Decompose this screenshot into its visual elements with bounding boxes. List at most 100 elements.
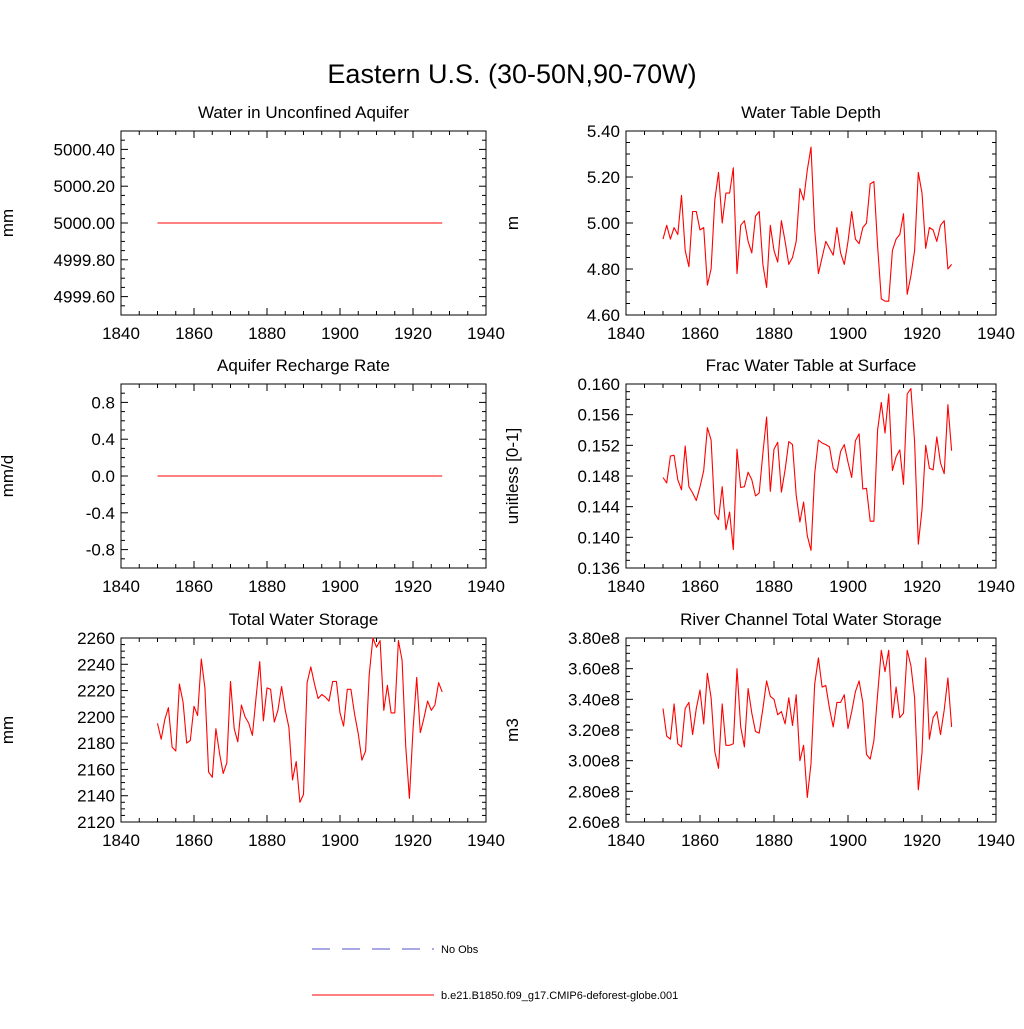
y-axis-label: mm: [0, 209, 17, 237]
y-tick-label: 0.0: [91, 467, 115, 486]
y-tick-label: 4999.60: [54, 288, 115, 307]
panel-title: Water Table Depth: [741, 103, 881, 122]
chart-panel-2: Water Table Depth m 1840 1860 1880 1900 1920 19…: [503, 103, 1015, 343]
y-axis-label: unitless [0-1]: [503, 428, 522, 524]
panel-title: Aquifer Recharge Rate: [217, 356, 390, 375]
series-line: [156, 637, 443, 803]
legend-model-label: b.e21.B1850.f09_g17.CMIP6-deforest-globe…: [441, 990, 678, 1002]
series-line: [662, 146, 953, 302]
y-tick-label: 5.20: [587, 168, 620, 187]
y-tick-label: 0.156: [577, 406, 620, 425]
y-tick-label: 0.140: [577, 528, 620, 547]
y-tick-label: 5000.00: [54, 214, 115, 233]
x-tick-label: 1840: [607, 831, 645, 850]
x-tick-label: 1900: [321, 831, 359, 850]
y-tick-label: 3.80e8: [568, 629, 620, 648]
chart-panel-6: River Channel Total Water Storage m3 1840 1…: [503, 610, 1015, 850]
x-tick-label: 1880: [755, 577, 793, 596]
y-tick-label: 0.4: [91, 430, 115, 449]
x-tick-label: 1860: [175, 324, 213, 343]
y-tick-label: 5.00: [587, 214, 620, 233]
x-tick-label: 1900: [321, 324, 359, 343]
y-tick-label: 3.20e8: [568, 721, 620, 740]
y-tick-label: 2.60e8: [568, 813, 620, 832]
y-tick-label: 3.60e8: [568, 660, 620, 679]
y-tick-label: 5000.40: [54, 140, 115, 159]
panels: Water in Unconfined Aquifer mm 1840 1860 188…: [0, 103, 1015, 850]
x-tick-label: 1940: [467, 831, 505, 850]
x-tick-label: 1860: [681, 577, 719, 596]
y-tick-label: 2120: [77, 813, 115, 832]
x-tick-label: 1840: [102, 831, 140, 850]
y-tick-label: 0.136: [577, 559, 620, 578]
chart-panel-3: Aquifer Recharge Rate mm/d 1840 1860 1880 190…: [0, 356, 505, 596]
x-tick-label: 1860: [681, 324, 719, 343]
panel-title: Water in Unconfined Aquifer: [198, 103, 409, 122]
x-tick-label: 1940: [467, 324, 505, 343]
y-tick-label: 2160: [77, 760, 115, 779]
y-tick-label: 2240: [77, 655, 115, 674]
x-tick-label: 1920: [903, 324, 941, 343]
y-tick-label: -0.4: [86, 504, 115, 523]
x-tick-label: 1920: [394, 577, 432, 596]
y-tick-label: 2180: [77, 734, 115, 753]
x-tick-label: 1860: [175, 831, 213, 850]
x-tick-label: 1840: [102, 324, 140, 343]
x-tick-label: 1920: [394, 831, 432, 850]
chart-panel-1: Water in Unconfined Aquifer mm 1840 1860 188…: [0, 103, 505, 343]
x-tick-label: 1940: [977, 577, 1015, 596]
y-tick-label: 2.80e8: [568, 782, 620, 801]
x-tick-label: 1840: [607, 324, 645, 343]
chart-panel-4: Frac Water Table at Surface unitless [0-1…: [503, 356, 1015, 596]
y-tick-label: 4.80: [587, 260, 620, 279]
x-tick-label: 1840: [607, 577, 645, 596]
panel-title: Frac Water Table at Surface: [706, 356, 917, 375]
x-tick-label: 1900: [829, 324, 867, 343]
x-tick-label: 1920: [394, 324, 432, 343]
x-tick-label: 1940: [977, 831, 1015, 850]
y-tick-label: 5000.20: [54, 177, 115, 196]
panel-title: River Channel Total Water Storage: [680, 610, 942, 629]
x-tick-label: 1840: [102, 577, 140, 596]
x-tick-label: 1900: [829, 577, 867, 596]
y-tick-label: 0.8: [91, 393, 115, 412]
y-axis-label: m3: [503, 718, 522, 742]
x-tick-label: 1940: [977, 324, 1015, 343]
x-tick-label: 1860: [175, 577, 213, 596]
x-tick-label: 1880: [755, 324, 793, 343]
y-tick-label: 5.40: [587, 122, 620, 141]
y-tick-label: -0.8: [86, 541, 115, 560]
panel-title: Total Water Storage: [229, 610, 379, 629]
y-tick-label: 2200: [77, 708, 115, 727]
x-tick-label: 1920: [903, 831, 941, 850]
x-tick-label: 1920: [903, 577, 941, 596]
x-tick-label: 1880: [248, 324, 286, 343]
x-tick-label: 1940: [467, 577, 505, 596]
chart-panel-5: Total Water Storage mm 1840 1860 1880 1900 192…: [0, 610, 505, 850]
y-axis-label: mm/d: [0, 455, 17, 498]
legend-no-obs-label: No Obs: [441, 944, 479, 956]
x-tick-label: 1900: [829, 831, 867, 850]
y-tick-label: 2140: [77, 787, 115, 806]
y-tick-label: 2220: [77, 682, 115, 701]
y-tick-label: 0.152: [577, 436, 620, 455]
legend: No Obs b.e21.B1850.f09_g17.CMIP6-defores…: [312, 944, 678, 1002]
y-tick-label: 0.160: [577, 375, 620, 394]
series-line: [662, 649, 953, 799]
y-axis-label: mm: [0, 716, 17, 744]
y-axis-label: m: [503, 216, 522, 230]
x-tick-label: 1880: [248, 831, 286, 850]
y-tick-label: 2260: [77, 629, 115, 648]
y-tick-label: 3.40e8: [568, 690, 620, 709]
x-tick-label: 1860: [681, 831, 719, 850]
y-tick-label: 3.00e8: [568, 752, 620, 771]
y-tick-label: 0.144: [577, 498, 620, 517]
x-tick-label: 1880: [248, 577, 286, 596]
figure-title: Eastern U.S. (30-50N,90-70W): [327, 59, 696, 89]
series-line: [662, 388, 953, 551]
x-tick-label: 1880: [755, 831, 793, 850]
y-tick-label: 4999.80: [54, 251, 115, 270]
y-tick-label: 4.60: [587, 306, 620, 325]
y-tick-label: 0.148: [577, 467, 620, 486]
